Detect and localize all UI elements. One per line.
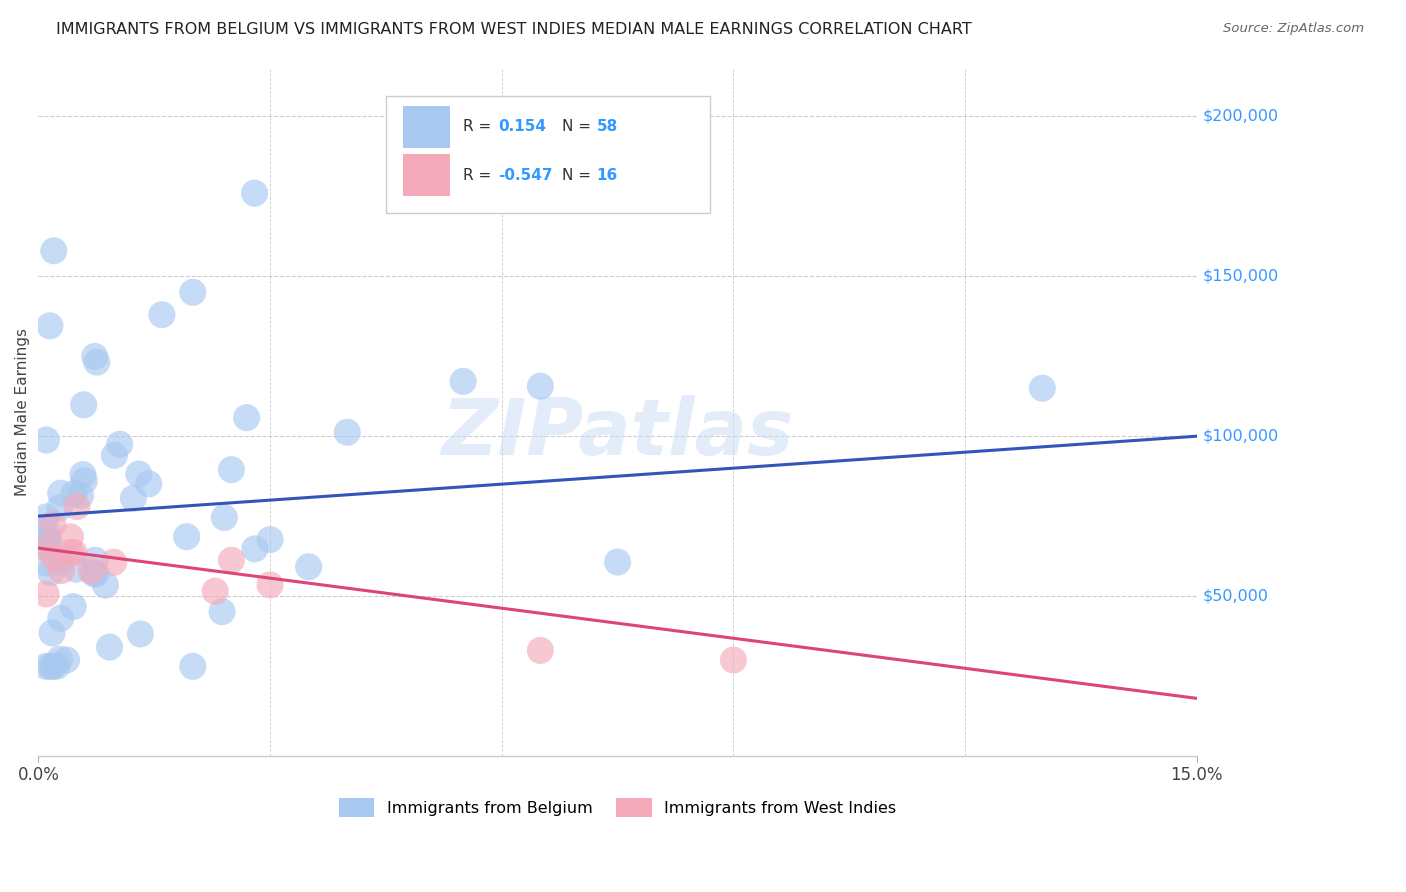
Bar xyxy=(385,96,710,213)
Legend: Immigrants from Belgium, Immigrants from West Indies: Immigrants from Belgium, Immigrants from… xyxy=(332,791,903,823)
Point xyxy=(451,375,474,389)
Point xyxy=(48,652,70,666)
Point xyxy=(80,564,103,578)
Point xyxy=(83,350,105,364)
Point xyxy=(35,510,58,524)
Point xyxy=(108,437,131,451)
Point xyxy=(35,520,58,534)
Text: IMMIGRANTS FROM BELGIUM VS IMMIGRANTS FROM WEST INDIES MEDIAN MALE EARNINGS CORR: IMMIGRANTS FROM BELGIUM VS IMMIGRANTS FR… xyxy=(56,22,972,37)
Bar xyxy=(404,154,450,195)
Text: 58: 58 xyxy=(596,120,619,135)
Point xyxy=(214,510,236,524)
Point xyxy=(221,553,243,567)
Point xyxy=(243,186,266,201)
Point xyxy=(37,532,59,546)
Point xyxy=(221,463,243,477)
Point xyxy=(723,653,745,667)
Point xyxy=(49,486,72,500)
Point xyxy=(606,555,628,569)
Point xyxy=(39,659,62,673)
Text: $200,000: $200,000 xyxy=(1202,109,1278,124)
Point xyxy=(59,545,82,559)
Point xyxy=(55,653,77,667)
Text: ZIPatlas: ZIPatlas xyxy=(441,395,794,471)
Text: N =: N = xyxy=(562,120,596,135)
Text: N =: N = xyxy=(562,168,596,183)
Point xyxy=(243,541,266,556)
Point xyxy=(38,533,60,547)
Point xyxy=(138,476,160,491)
Bar xyxy=(404,106,450,147)
Point xyxy=(84,566,107,581)
Point xyxy=(94,578,117,592)
Point xyxy=(529,379,551,393)
Point xyxy=(98,640,121,654)
Point xyxy=(204,584,226,599)
Text: -0.547: -0.547 xyxy=(498,168,553,183)
Point xyxy=(45,659,67,673)
Point xyxy=(49,611,72,625)
Point xyxy=(298,559,321,574)
Point xyxy=(42,516,65,531)
Point xyxy=(63,486,86,500)
Point xyxy=(83,566,105,581)
Point xyxy=(84,553,107,567)
Point xyxy=(129,627,152,641)
Point xyxy=(59,530,82,544)
Point xyxy=(259,578,281,592)
Point xyxy=(39,566,62,580)
Point xyxy=(235,410,257,425)
Point xyxy=(42,244,65,258)
Text: 16: 16 xyxy=(596,168,619,183)
Text: $150,000: $150,000 xyxy=(1202,268,1279,284)
Point xyxy=(63,546,86,560)
Y-axis label: Median Male Earnings: Median Male Earnings xyxy=(15,328,30,496)
Point xyxy=(128,467,150,481)
Text: Source: ZipAtlas.com: Source: ZipAtlas.com xyxy=(1223,22,1364,36)
Point xyxy=(176,530,198,544)
Point xyxy=(41,626,63,640)
Point xyxy=(38,318,60,333)
Point xyxy=(66,500,89,514)
Point xyxy=(35,659,58,673)
Point xyxy=(211,605,233,619)
Point xyxy=(103,449,125,463)
Point xyxy=(150,308,173,322)
Point xyxy=(62,599,84,614)
Text: R =: R = xyxy=(464,168,496,183)
Point xyxy=(69,489,91,503)
Point xyxy=(42,659,65,673)
Point xyxy=(35,538,58,552)
Text: $50,000: $50,000 xyxy=(1202,589,1268,604)
Point xyxy=(35,433,58,447)
Point xyxy=(51,564,73,578)
Text: 0.154: 0.154 xyxy=(498,120,547,135)
Point xyxy=(51,555,73,569)
Point xyxy=(1031,381,1053,395)
Point xyxy=(259,533,281,547)
Point xyxy=(73,398,96,412)
Text: R =: R = xyxy=(464,120,496,135)
Point xyxy=(48,500,70,515)
Point xyxy=(181,285,204,300)
Point xyxy=(42,550,65,565)
Point xyxy=(122,491,145,506)
Point xyxy=(72,467,94,482)
Point xyxy=(103,555,125,569)
Point xyxy=(35,541,58,555)
Point xyxy=(529,643,551,657)
Point xyxy=(86,355,108,369)
Point xyxy=(181,659,204,673)
Point xyxy=(35,556,58,570)
Point xyxy=(35,587,58,601)
Point xyxy=(336,425,359,440)
Point xyxy=(65,562,87,576)
Point xyxy=(73,474,96,488)
Text: $100,000: $100,000 xyxy=(1202,429,1279,443)
